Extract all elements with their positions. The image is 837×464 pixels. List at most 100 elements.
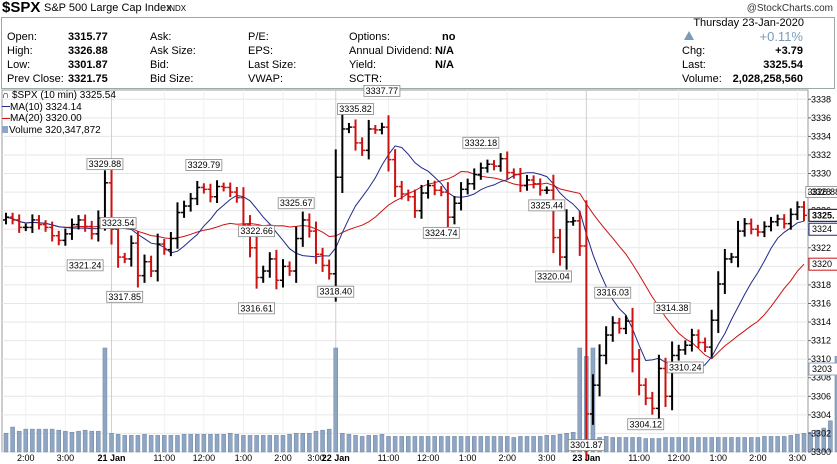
volume-bar bbox=[748, 437, 754, 453]
volume-bar bbox=[795, 434, 800, 453]
annotation-label: 3329.79 bbox=[188, 160, 221, 170]
ohlc-bar bbox=[29, 214, 36, 233]
price-annotation: 3316.61 bbox=[238, 302, 276, 315]
ohlc-bar bbox=[491, 160, 498, 171]
volume-bar bbox=[214, 434, 220, 453]
ohlc-bar bbox=[655, 354, 662, 423]
volume-bar bbox=[96, 430, 101, 453]
ohlc-bar bbox=[398, 180, 405, 200]
ask-label: Ask: bbox=[150, 31, 172, 43]
annual-dividend-value: N/A bbox=[435, 45, 454, 57]
annotation-label: 3322.66 bbox=[240, 226, 273, 236]
ohlc-bar bbox=[603, 326, 610, 365]
options-label: Options: bbox=[349, 31, 390, 43]
ohlc-bar bbox=[794, 201, 801, 220]
volume-bar bbox=[30, 428, 35, 453]
volume-bar bbox=[76, 430, 81, 453]
volume-bar bbox=[373, 435, 378, 453]
volume-bar bbox=[432, 436, 437, 453]
volume-bar bbox=[89, 430, 94, 453]
volume-bar bbox=[821, 427, 827, 453]
x-tick-label: 12:00 bbox=[193, 453, 216, 463]
ohlc-bar bbox=[220, 182, 227, 192]
ohlc-bar bbox=[629, 307, 636, 373]
ma20-line bbox=[5, 170, 805, 360]
volume-bar bbox=[241, 435, 246, 453]
volume-bar bbox=[307, 433, 312, 453]
annotation-label: 3326.88 bbox=[808, 187, 837, 197]
x-tick-label: 2:00 bbox=[749, 453, 767, 463]
volume-bar bbox=[636, 437, 642, 453]
ohlc-bar bbox=[200, 183, 207, 194]
annotation-label: 3335.82 bbox=[339, 104, 372, 114]
volume-bar bbox=[412, 436, 418, 453]
volume-bar bbox=[656, 438, 662, 453]
y-tick-label: 3334 bbox=[811, 131, 831, 141]
volume-bar bbox=[709, 437, 714, 453]
ohlc-bar bbox=[35, 215, 42, 230]
volume-bar bbox=[439, 436, 444, 453]
symbol-title: $SPX bbox=[2, 0, 41, 16]
indicator-legend: ∩ $SPX (10 min) 3325.54 MA(10) 3324.14 M… bbox=[2, 90, 116, 136]
y-tick-label: 3318 bbox=[811, 280, 831, 290]
price-annotation: 3332.18 bbox=[462, 136, 500, 149]
pe-label: P/E: bbox=[248, 31, 269, 43]
volume-bar bbox=[392, 436, 398, 453]
ohlc-bar bbox=[332, 149, 339, 302]
volume-bar bbox=[551, 435, 556, 453]
legend-ma20: MA(20) 3320.00 bbox=[2, 113, 116, 125]
security-name: S&P 500 Large Cap Index bbox=[44, 2, 172, 14]
x-tick-label: 12:00 bbox=[667, 453, 690, 463]
volume-bar bbox=[676, 437, 681, 453]
annotation-label: 3301.87 bbox=[570, 440, 603, 450]
volume-bar bbox=[406, 436, 411, 453]
ohlc-bar bbox=[642, 378, 649, 406]
y-tick-label: 3328 bbox=[811, 187, 831, 197]
ohlc-bar bbox=[754, 224, 761, 237]
axis-tag-text: 3203 bbox=[812, 364, 832, 374]
up-arrow-icon bbox=[684, 31, 694, 40]
ohlc-bar bbox=[154, 233, 161, 282]
ohlc-bar bbox=[451, 196, 458, 225]
annotation-box bbox=[185, 159, 223, 171]
volume-bar bbox=[768, 436, 774, 453]
ohlc-bar bbox=[128, 235, 135, 267]
last-ma10-label: 3324 bbox=[808, 222, 837, 236]
annotation-label: 3318.40 bbox=[319, 287, 352, 297]
ohlc-bar bbox=[728, 252, 735, 264]
annotation-label: 3316.61 bbox=[240, 303, 273, 313]
price-annotation: 3320.04 bbox=[534, 270, 572, 283]
volume-bar bbox=[247, 435, 253, 453]
volume-bar bbox=[755, 437, 761, 453]
volume-bar bbox=[452, 436, 457, 453]
plot-area bbox=[1, 89, 809, 453]
volume-bar bbox=[208, 434, 213, 453]
volume-bar bbox=[280, 435, 286, 453]
ohlc-bar bbox=[589, 374, 596, 425]
volume-bar bbox=[23, 428, 29, 453]
chg-value: +3.79 bbox=[775, 45, 803, 57]
ohlc-bar bbox=[477, 162, 484, 180]
price-annotation: 3317.85 bbox=[106, 290, 144, 303]
y-tick-label: 3302 bbox=[811, 428, 831, 438]
ohlc-bar bbox=[345, 122, 352, 134]
annotation-box bbox=[422, 226, 460, 239]
x-tick-label: 2:00 bbox=[274, 453, 292, 463]
ohlc-bar bbox=[649, 391, 656, 415]
x-tick-label: 21 Jan bbox=[98, 453, 126, 463]
volume-bar bbox=[537, 436, 543, 453]
volume-bar bbox=[155, 435, 160, 453]
ohlc-bar bbox=[365, 119, 372, 160]
ohlc-bar bbox=[458, 182, 465, 211]
volume-bar bbox=[775, 436, 780, 453]
x-tick-label: 2:00 bbox=[498, 453, 516, 463]
y-tick-label: 3322 bbox=[811, 243, 831, 253]
volume-bar bbox=[10, 426, 15, 453]
ohlc-bar bbox=[411, 189, 418, 218]
price-annotation: 3310.24 bbox=[666, 361, 704, 374]
bid-size-label: Bid Size: bbox=[150, 73, 194, 85]
volume-bar bbox=[234, 434, 240, 453]
ohlc-bar bbox=[418, 184, 425, 219]
ohlc-bar bbox=[194, 180, 201, 206]
x-tick-label: 3:00 bbox=[57, 453, 75, 463]
